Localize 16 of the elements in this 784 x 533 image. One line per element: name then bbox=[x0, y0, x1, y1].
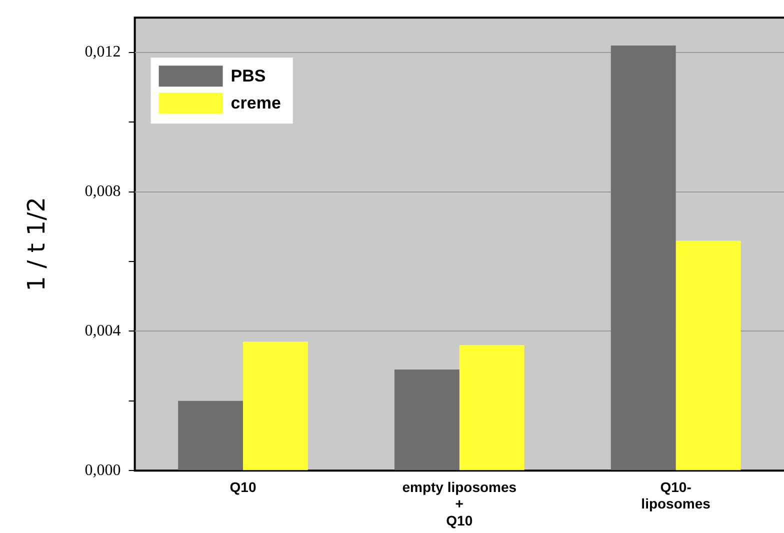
y-tick-label: 0,004 bbox=[84, 322, 121, 340]
x-tick-label: Q10- liposomes bbox=[641, 478, 711, 512]
bar bbox=[676, 240, 741, 470]
x-tick-label: Q10 bbox=[230, 478, 256, 495]
bar bbox=[610, 45, 676, 470]
y-tick-label: 0,000 bbox=[84, 462, 121, 479]
bar bbox=[394, 370, 460, 470]
x-tick-label: empty liposomes + Q10 bbox=[402, 478, 517, 528]
y-axis-title: 1 / t 1/2 bbox=[22, 196, 51, 292]
y-tick-label: 0,008 bbox=[84, 183, 121, 200]
bar bbox=[178, 400, 243, 470]
legend-label: creme bbox=[230, 93, 281, 112]
y-tick-label: 0,012 bbox=[84, 44, 121, 61]
bar bbox=[243, 342, 308, 470]
legend-label: PBS bbox=[230, 66, 266, 86]
bar bbox=[459, 345, 524, 470]
